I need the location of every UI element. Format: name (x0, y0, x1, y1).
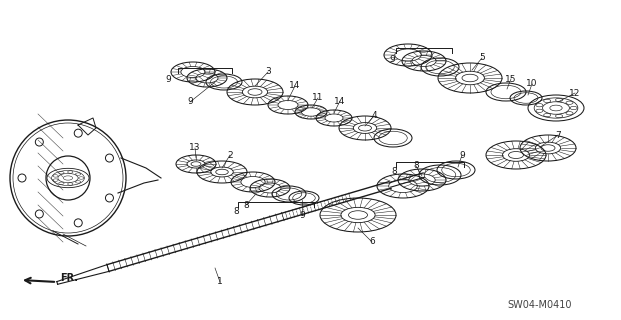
Text: 9: 9 (165, 76, 171, 84)
Text: 9: 9 (187, 98, 193, 107)
Text: 10: 10 (526, 79, 538, 89)
Text: 6: 6 (369, 237, 375, 246)
Text: SW04-M0410: SW04-M0410 (508, 300, 572, 310)
Text: 8: 8 (243, 201, 249, 210)
Text: 8: 8 (413, 162, 419, 171)
Text: 4: 4 (371, 111, 377, 121)
Text: 9: 9 (389, 55, 395, 65)
Text: 9: 9 (459, 150, 465, 159)
Text: 8: 8 (233, 207, 239, 217)
Text: 13: 13 (189, 143, 201, 153)
Text: 7: 7 (555, 131, 561, 140)
Text: 3: 3 (265, 68, 271, 76)
Text: 15: 15 (505, 75, 517, 84)
Text: 14: 14 (289, 82, 301, 91)
Text: 14: 14 (334, 97, 346, 106)
Text: 12: 12 (569, 89, 581, 98)
Text: 1: 1 (217, 277, 223, 286)
Text: 5: 5 (479, 53, 485, 62)
Text: 2: 2 (227, 150, 233, 159)
Text: 11: 11 (312, 93, 324, 102)
Text: 9: 9 (299, 211, 305, 220)
Text: FR.: FR. (60, 273, 78, 283)
Text: 8: 8 (391, 167, 397, 177)
